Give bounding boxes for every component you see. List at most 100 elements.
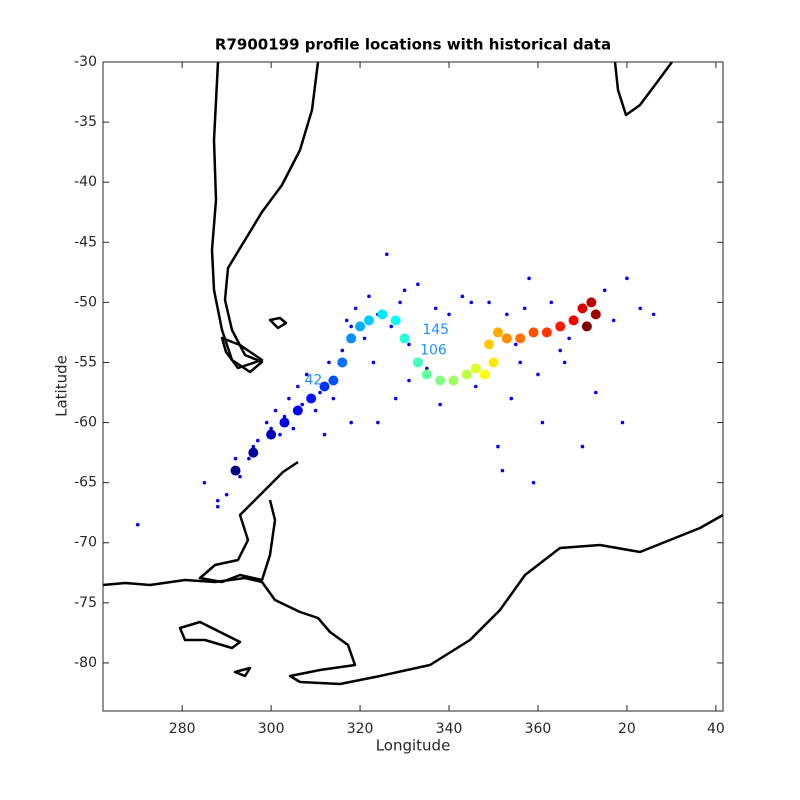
profile-point	[355, 321, 366, 332]
profile-point	[528, 327, 539, 338]
historical-point	[620, 420, 625, 425]
south-america-coast	[210, 61, 320, 374]
historical-point	[367, 294, 371, 299]
x-tick-label: 360	[525, 721, 552, 737]
profile-point	[590, 309, 601, 320]
historical-point	[558, 348, 563, 353]
x-tick-label: 280	[169, 721, 196, 737]
historical-point	[340, 348, 345, 353]
historical-point	[300, 402, 305, 407]
profile-point	[337, 357, 348, 368]
historical-point	[513, 342, 518, 347]
x-tick-label: 320	[347, 721, 374, 737]
historical-point	[531, 480, 536, 485]
historical-point	[562, 360, 567, 365]
historical-point	[389, 324, 394, 329]
historical-point	[322, 432, 327, 437]
historical-point	[447, 312, 451, 317]
historical-point	[407, 378, 411, 383]
historical-point	[327, 360, 331, 365]
profile-point	[390, 315, 401, 326]
y-axis-label: Latitude	[53, 355, 71, 417]
historical-point	[416, 282, 420, 287]
profile-point	[479, 369, 490, 380]
profile-point	[377, 309, 388, 320]
historical-point	[215, 498, 220, 503]
profile-point	[279, 417, 290, 428]
historical-point	[349, 324, 353, 329]
historical-point	[469, 300, 474, 305]
historical-point	[251, 444, 256, 449]
profile-point	[363, 315, 374, 326]
profile-point	[319, 381, 330, 392]
historical-point	[402, 288, 407, 293]
historical-point	[264, 420, 269, 425]
y-tick-label: -40	[74, 174, 97, 190]
profile-point	[492, 327, 503, 338]
y-tick-label: -80	[74, 655, 97, 671]
profile-point	[421, 369, 432, 380]
historical-point	[384, 252, 389, 257]
south-africa-coast	[613, 61, 674, 117]
profile-point	[306, 393, 317, 404]
historical-point	[438, 402, 442, 407]
historical-point	[611, 318, 616, 323]
profile-label: 145	[422, 322, 449, 338]
historical-point	[393, 396, 398, 401]
historical-point	[460, 294, 465, 299]
y-tick-label: -60	[74, 415, 97, 431]
historical-point	[527, 276, 531, 281]
historical-point	[224, 492, 229, 497]
y-tick-label: -75	[74, 595, 97, 611]
x-tick-label: 300	[258, 721, 285, 737]
historical-point	[593, 390, 598, 395]
historical-point	[278, 432, 282, 437]
historical-point	[500, 468, 505, 473]
historical-point	[518, 360, 522, 365]
historical-point	[522, 306, 527, 311]
profile-point	[484, 339, 495, 350]
profile-point	[461, 369, 472, 380]
historical-point	[291, 426, 296, 431]
historical-point	[296, 384, 300, 389]
historical-point	[536, 372, 540, 377]
profile-point	[586, 297, 597, 308]
profile-point	[515, 333, 526, 344]
historical-point	[273, 408, 278, 413]
y-tick-label: -65	[74, 475, 97, 491]
historical-point	[349, 420, 353, 425]
historical-point	[304, 372, 309, 377]
historical-point	[509, 396, 514, 401]
x-tick-label: 20	[618, 721, 636, 737]
antarctic-peninsula-coast	[198, 460, 299, 584]
profile-point	[230, 465, 241, 476]
profile-point	[435, 375, 446, 386]
coastlines	[102, 61, 724, 686]
island-coast	[233, 666, 252, 678]
profile-point	[577, 303, 588, 314]
historical-point	[407, 342, 411, 347]
y-tick-label: -45	[74, 234, 97, 250]
profile-point	[568, 315, 579, 326]
historical-point	[238, 474, 242, 479]
historical-point	[135, 522, 140, 527]
axes-frame	[102, 61, 724, 712]
historical-point	[362, 336, 367, 341]
historical-point	[567, 336, 571, 341]
historical-point	[487, 300, 491, 305]
profile-point	[541, 327, 552, 338]
profile-point	[412, 357, 423, 368]
profile-point	[448, 375, 459, 386]
historical-point	[215, 504, 220, 509]
profile-point	[488, 357, 499, 368]
historical-point	[651, 312, 656, 317]
historical-point	[580, 444, 585, 449]
profile-point	[328, 375, 339, 386]
profile-point	[581, 321, 592, 332]
profile-point	[501, 333, 512, 344]
historical-point	[549, 300, 554, 305]
falklands-coast	[268, 316, 288, 330]
historical-point	[505, 312, 509, 317]
profile-point	[346, 333, 357, 344]
tierra-del-fuego-coast	[220, 336, 264, 370]
